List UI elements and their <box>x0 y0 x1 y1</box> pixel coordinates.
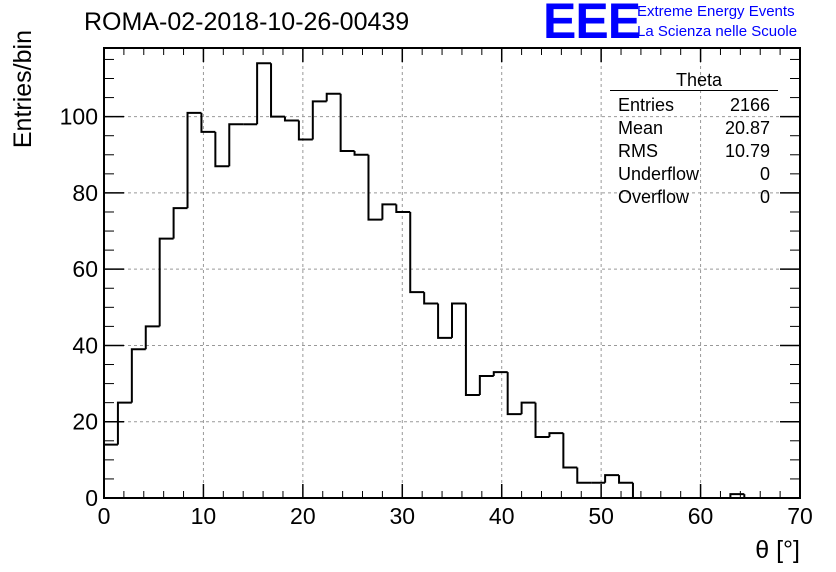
histogram-bin <box>464 303 480 397</box>
y-tick-label: 80 <box>72 180 98 206</box>
histogram-bin <box>311 100 327 140</box>
stats-label: Mean <box>618 118 664 138</box>
y-axis-label: Entries/bin <box>9 30 37 148</box>
stats-title: Theta <box>675 70 723 90</box>
stats-label: Underflow <box>618 164 700 184</box>
histogram-bin <box>631 482 647 499</box>
histogram-bin <box>451 302 466 338</box>
x-tick-label: 10 <box>191 503 217 529</box>
histogram-bin <box>297 120 313 141</box>
logo-line-2: La Scienza nelle Scuole <box>637 23 798 40</box>
logo-line-1: Extreme Energy Events <box>637 3 795 20</box>
histogram-bin <box>325 92 341 102</box>
histogram-bin <box>103 443 118 498</box>
histogram-bin <box>604 474 620 483</box>
eee-logo-mark: EEE <box>543 0 641 49</box>
histogram-bin <box>395 204 411 213</box>
x-tick-label: 0 <box>98 503 111 529</box>
stats-row-overflow: Overflow 0 <box>610 186 778 209</box>
stats-label: RMS <box>618 141 658 161</box>
histogram-bin <box>729 493 745 498</box>
x-tick-label: 20 <box>290 503 316 529</box>
x-tick-label: 30 <box>389 503 415 529</box>
histogram-bin <box>228 123 244 167</box>
stats-divider <box>610 90 778 91</box>
histogram-bin <box>353 150 369 156</box>
stats-value: 2166 <box>729 95 770 115</box>
histogram-bin <box>172 207 188 239</box>
y-tick-label: 60 <box>72 256 98 282</box>
histogram-bin <box>520 401 536 415</box>
chart-title: ROMA-02-2018-10-26-00439 <box>84 8 410 36</box>
histogram-bin <box>423 292 439 305</box>
x-tick-label: 70 <box>787 503 813 529</box>
histogram-bin <box>534 402 550 438</box>
histogram-bin <box>506 372 522 416</box>
stats-box: Theta Entries 2166 Mean 20.87 RMS 10.79 … <box>610 70 778 209</box>
histogram-bin <box>214 131 230 168</box>
histogram-bin <box>130 348 146 403</box>
histogram-bin <box>158 237 174 327</box>
histogram-bin <box>618 475 633 484</box>
tick-labels: 0 10 20 30 40 50 60 70 0 20 40 60 80 100 <box>60 104 813 529</box>
logo-text: Extreme Energy Events La Scienza nelle S… <box>637 2 797 42</box>
x-axis-label: θ [°] <box>755 536 800 564</box>
stats-label: Entries <box>618 95 675 115</box>
histogram-bin <box>381 203 397 220</box>
y-tick-label: 100 <box>60 104 98 130</box>
x-tick-label: 40 <box>489 503 515 529</box>
histogram-bin <box>576 467 592 484</box>
stats-value: 0 <box>759 187 770 207</box>
stats-row-rms: RMS 10.79 <box>610 140 778 163</box>
histogram-bin <box>116 401 132 445</box>
histogram-bin <box>437 303 452 339</box>
histogram-bin <box>283 116 299 122</box>
y-tick-label: 20 <box>72 409 98 435</box>
histogram-bin <box>478 374 494 396</box>
stats-row-entries: Entries 2166 <box>610 94 778 117</box>
histogram-bin <box>548 432 564 437</box>
histogram-bin <box>200 112 216 133</box>
histogram-bin <box>256 62 272 125</box>
histogram-bin <box>186 111 202 209</box>
stats-value: 20.87 <box>724 118 770 138</box>
stats-value: 10.79 <box>724 141 770 161</box>
histogram-bin <box>339 93 355 152</box>
grid-lines <box>104 48 800 498</box>
y-tick-label: 0 <box>85 485 98 511</box>
stats-label: Overflow <box>618 187 690 207</box>
histogram-bin <box>562 433 578 469</box>
y-tick-label: 40 <box>72 332 98 358</box>
histogram-bin <box>409 211 425 294</box>
histogram-bin <box>367 154 383 221</box>
stats-row-mean: Mean 20.87 <box>610 117 778 140</box>
plot-frame <box>103 47 801 499</box>
x-tick-label: 50 <box>588 503 614 529</box>
x-tick-label: 60 <box>688 503 714 529</box>
histogram-bin <box>492 371 508 376</box>
histogram-bin <box>270 63 285 118</box>
stats-value: 0 <box>759 164 770 184</box>
histogram-bin <box>144 325 160 350</box>
stats-row-underflow: Underflow 0 <box>610 163 778 186</box>
